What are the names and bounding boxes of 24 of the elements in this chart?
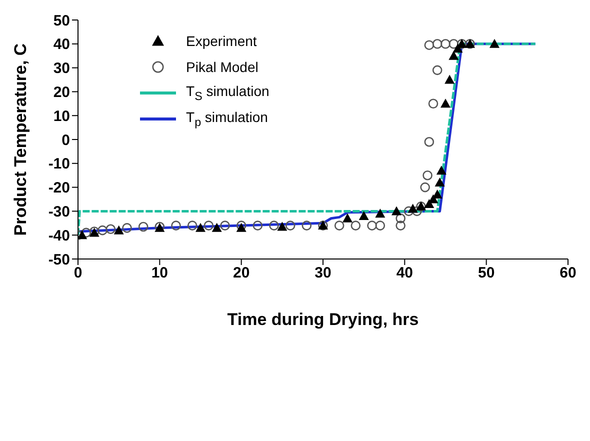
y-tick-label: -30 [48, 204, 70, 221]
y-tick-label: 10 [53, 108, 70, 125]
x-tick-label: 0 [74, 264, 82, 282]
y-tick-label: -10 [48, 156, 70, 173]
legend-label: Experiment [186, 33, 257, 49]
y-tick-label: 0 [62, 132, 70, 149]
y-tick-label: -40 [48, 227, 70, 244]
legend-label: T$_{p}$ simulation [186, 109, 268, 129]
y-tick-label: 20 [53, 84, 70, 102]
y-tick-label: 30 [53, 60, 70, 78]
x-tick-label: 30 [314, 264, 332, 282]
x-tick-label: 40 [396, 264, 414, 282]
x-tick-label: 20 [232, 264, 250, 282]
x-axis-title: Time during Drying, hrs [227, 310, 419, 330]
legend-label: T$_{S}$ simulation [186, 83, 270, 103]
y-tick-label: 40 [53, 36, 70, 54]
y-tick-label: -50 [48, 251, 70, 268]
x-tick-label: 10 [151, 264, 168, 282]
y-tick-label: 50 [53, 12, 70, 30]
y-tick-label: -20 [48, 180, 70, 197]
x-tick-label: 50 [478, 264, 495, 282]
legend-label: Pikal Model [186, 59, 258, 75]
y-axis-title: Product Temperature, C [11, 43, 30, 236]
x-tick-label: 60 [560, 264, 576, 282]
